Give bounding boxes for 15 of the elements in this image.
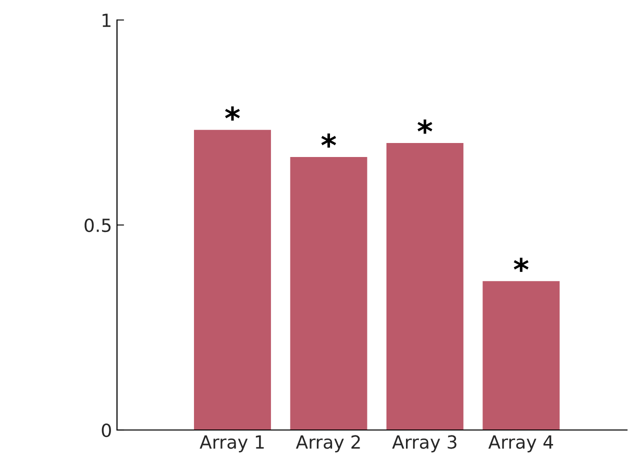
x-tick-label: Array 4 [488, 435, 554, 452]
bar [386, 143, 464, 430]
bar [482, 281, 560, 430]
annotation: * [225, 106, 240, 121]
x-tick-label: Array 2 [296, 435, 360, 452]
bar [290, 156, 368, 430]
bar [194, 130, 271, 430]
x-tick-label: Array 1 [200, 435, 264, 452]
y-tick-label: 1 [102, 14, 110, 27]
annotation: * [514, 258, 529, 272]
y-tick-label: 0 [102, 423, 111, 438]
annotation: * [321, 133, 336, 148]
x-tick-label: Array 3 [392, 435, 456, 452]
annotation: * [418, 120, 432, 134]
y-tick-label: 0.5 [84, 218, 111, 232]
